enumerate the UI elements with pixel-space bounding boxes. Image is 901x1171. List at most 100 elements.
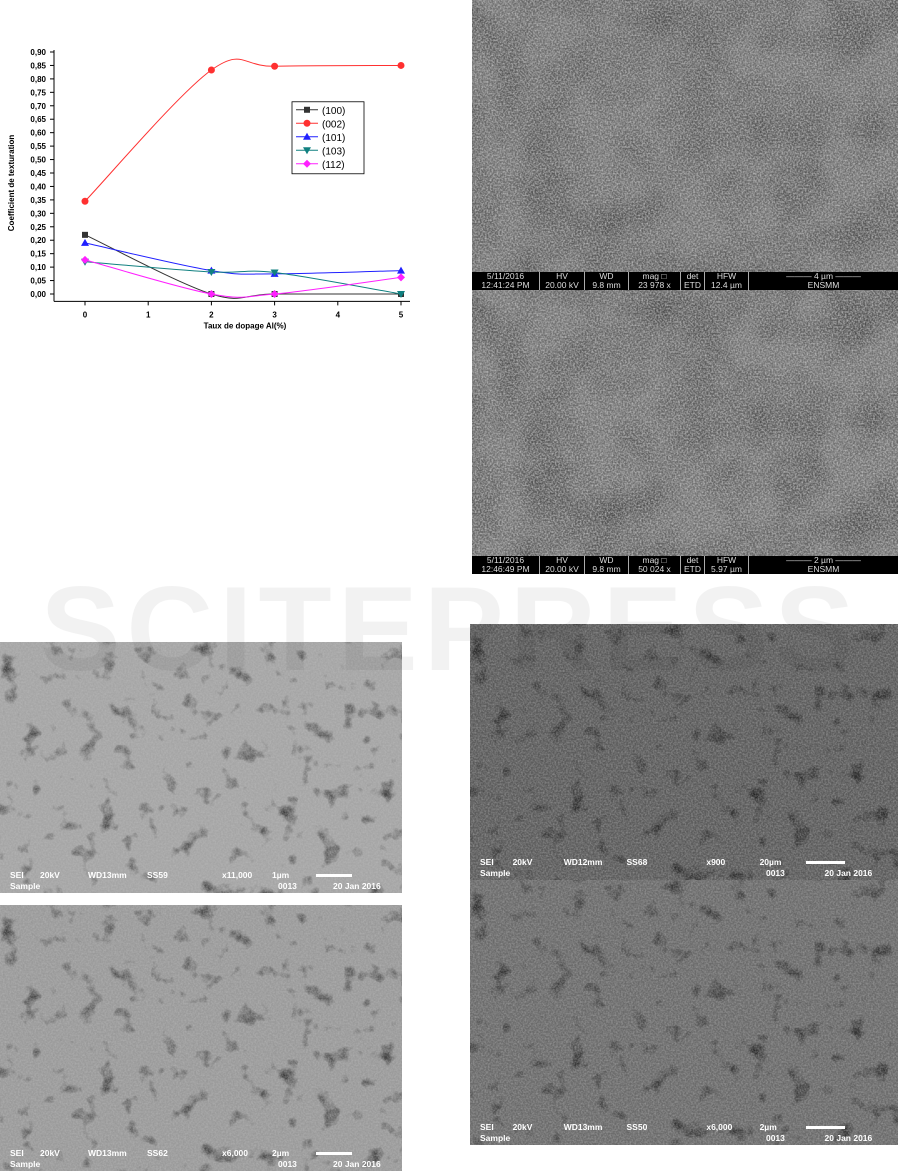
- sem-info-bar: SEI 20kV WD13mm SS59 x11,000 1µm Sample …: [0, 869, 402, 893]
- y-tick-label: 0,20: [30, 236, 46, 245]
- scale-label: 1µm: [272, 870, 290, 880]
- y-tick-label: 0,35: [30, 196, 46, 205]
- legend-box: [291, 101, 365, 175]
- date: 20 Jan 2016: [824, 868, 873, 878]
- sem-info-bar: SEI 20kV WD13mm SS50 x6,000 2µm Sample 0…: [470, 1121, 898, 1145]
- data-point: [81, 197, 89, 205]
- mode: SEI: [480, 1122, 494, 1132]
- data-point: [270, 290, 279, 298]
- data-point: [397, 291, 405, 298]
- legend-label: (002): [322, 119, 345, 130]
- sem-info-bar: 5/11/2016 12:41:24 PM HV 20.00 kV WD 9.8 mm…: [472, 272, 898, 290]
- y-tick-label: 0,55: [30, 142, 46, 151]
- working-distance: WD13mm: [88, 1148, 127, 1158]
- sample-label: Sample: [480, 868, 511, 878]
- y-tick-label: 0,70: [30, 102, 46, 111]
- magnification: x6,000: [222, 1148, 248, 1158]
- sem-info-bar: SEI 20kV WD12mm SS68 x900 20µm Sample 00…: [470, 856, 898, 880]
- date: 20 Jan 2016: [824, 1133, 873, 1143]
- spot-size: SS62: [147, 1148, 168, 1158]
- data-point: [397, 61, 405, 69]
- spot-size: SS50: [626, 1122, 648, 1132]
- sem-image-jeol-2: SEI 20kV WD13mm SS62 x6,000 2µm Sample 0…: [0, 905, 402, 1171]
- x-tick-label: 3: [272, 310, 277, 319]
- data-point: [207, 66, 215, 74]
- image-number: 0013: [278, 881, 297, 891]
- voltage: 20kV: [512, 857, 533, 867]
- x-tick-label: 0: [83, 310, 88, 319]
- sem-image-jeol-4: SEI 20kV WD13mm SS50 x6,000 2µm Sample 0…: [470, 880, 898, 1145]
- x-axis-label: Taux de dopage Al(%): [204, 321, 287, 330]
- working-distance: WD12mm: [563, 857, 603, 867]
- scale-bar: [316, 874, 352, 877]
- series-line: [84, 261, 402, 295]
- y-tick-label: 0,90: [30, 48, 46, 57]
- y-tick-label: 0,80: [30, 75, 46, 84]
- mode: SEI: [480, 857, 494, 867]
- legend-label: (101): [322, 133, 345, 144]
- voltage: 20kV: [512, 1122, 533, 1132]
- y-tick-label: 0,45: [30, 169, 46, 178]
- image-number: 0013: [765, 1133, 785, 1143]
- x-tick-label: 4: [336, 310, 341, 319]
- scale-bar: [806, 1126, 845, 1129]
- y-tick-label: 0,75: [30, 88, 46, 97]
- y-tick-label: 0,00: [30, 290, 46, 299]
- y-tick-label: 0,10: [30, 263, 46, 272]
- legend-marker: [303, 119, 311, 127]
- data-point: [207, 268, 216, 276]
- image-number: 0013: [765, 868, 785, 878]
- voltage: 20kV: [40, 870, 60, 880]
- legend-marker: [304, 106, 310, 113]
- working-distance: WD13mm: [563, 1122, 603, 1132]
- mode: SEI: [10, 870, 24, 880]
- sem-info-bar: 5/11/2016 12:46:49 PM HV 20.00 kV WD 9.8 mm…: [472, 556, 898, 574]
- y-tick-label: 0,85: [30, 61, 46, 70]
- magnification: x11,000: [222, 870, 253, 880]
- data-point: [270, 269, 279, 277]
- working-distance: WD13mm: [88, 870, 127, 880]
- y-tick-label: 0,05: [30, 277, 46, 286]
- legend-label: (100): [322, 106, 345, 117]
- series-line: [84, 242, 402, 275]
- sem-image-jeol-1: SEI 20kV WD13mm SS59 x11,000 1µm Sample …: [0, 642, 402, 893]
- x-tick-label: 5: [399, 310, 404, 319]
- scale-label: 2µm: [759, 1122, 777, 1132]
- sample-label: Sample: [480, 1133, 511, 1143]
- legend-marker: [303, 159, 311, 168]
- series-line: [84, 58, 402, 202]
- y-tick-label: 0,65: [30, 115, 46, 124]
- y-tick-label: 0,50: [30, 156, 46, 165]
- sem-image-fei-1: 5/11/2016 12:41:24 PM HV 20.00 kV WD 9.8 mm…: [472, 0, 898, 290]
- y-tick-label: 0,40: [30, 182, 46, 191]
- data-point: [397, 273, 405, 282]
- sample-label: Sample: [10, 1159, 41, 1169]
- y-axis-label: Coefficient de texturation: [7, 135, 16, 232]
- data-point: [81, 255, 89, 264]
- sem-info-bar: SEI 20kV WD13mm SS62 x6,000 2µm Sample 0…: [0, 1147, 402, 1171]
- date: 20 Jan 2016: [333, 1159, 381, 1169]
- date: 20 Jan 2016: [333, 881, 381, 891]
- y-tick-label: 0,15: [30, 250, 46, 259]
- image-number: 0013: [278, 1159, 297, 1169]
- y-tick-label: 0,30: [30, 209, 46, 218]
- scale-label: 20µm: [759, 857, 782, 867]
- data-point: [207, 290, 216, 298]
- magnification: x6,000: [706, 1122, 733, 1132]
- legend-marker: [303, 132, 311, 140]
- y-tick-label: 0,25: [30, 223, 46, 232]
- sample-label: Sample: [10, 881, 41, 891]
- texture-coefficient-chart: 0,00 0,05 0,10 0,15 0,20 0,25 0,30 0,35 0,40 0,45…: [7, 48, 410, 330]
- voltage: 20kV: [40, 1148, 60, 1158]
- x-tick-label: 2: [209, 310, 214, 319]
- magnification: x900: [706, 857, 726, 867]
- scale-bar: [806, 861, 845, 864]
- y-tick-label: 0,60: [30, 129, 46, 138]
- legend-marker: [303, 147, 311, 155]
- scale-label: 2µm: [272, 1148, 290, 1158]
- legend-label: (103): [322, 146, 345, 157]
- spot-size: SS59: [147, 870, 168, 880]
- sem-image-fei-2: 5/11/2016 12:46:49 PM HV 20.00 kV WD 9.8 mm…: [472, 290, 898, 574]
- series-line: [84, 259, 402, 298]
- scale-bar: [316, 1152, 352, 1155]
